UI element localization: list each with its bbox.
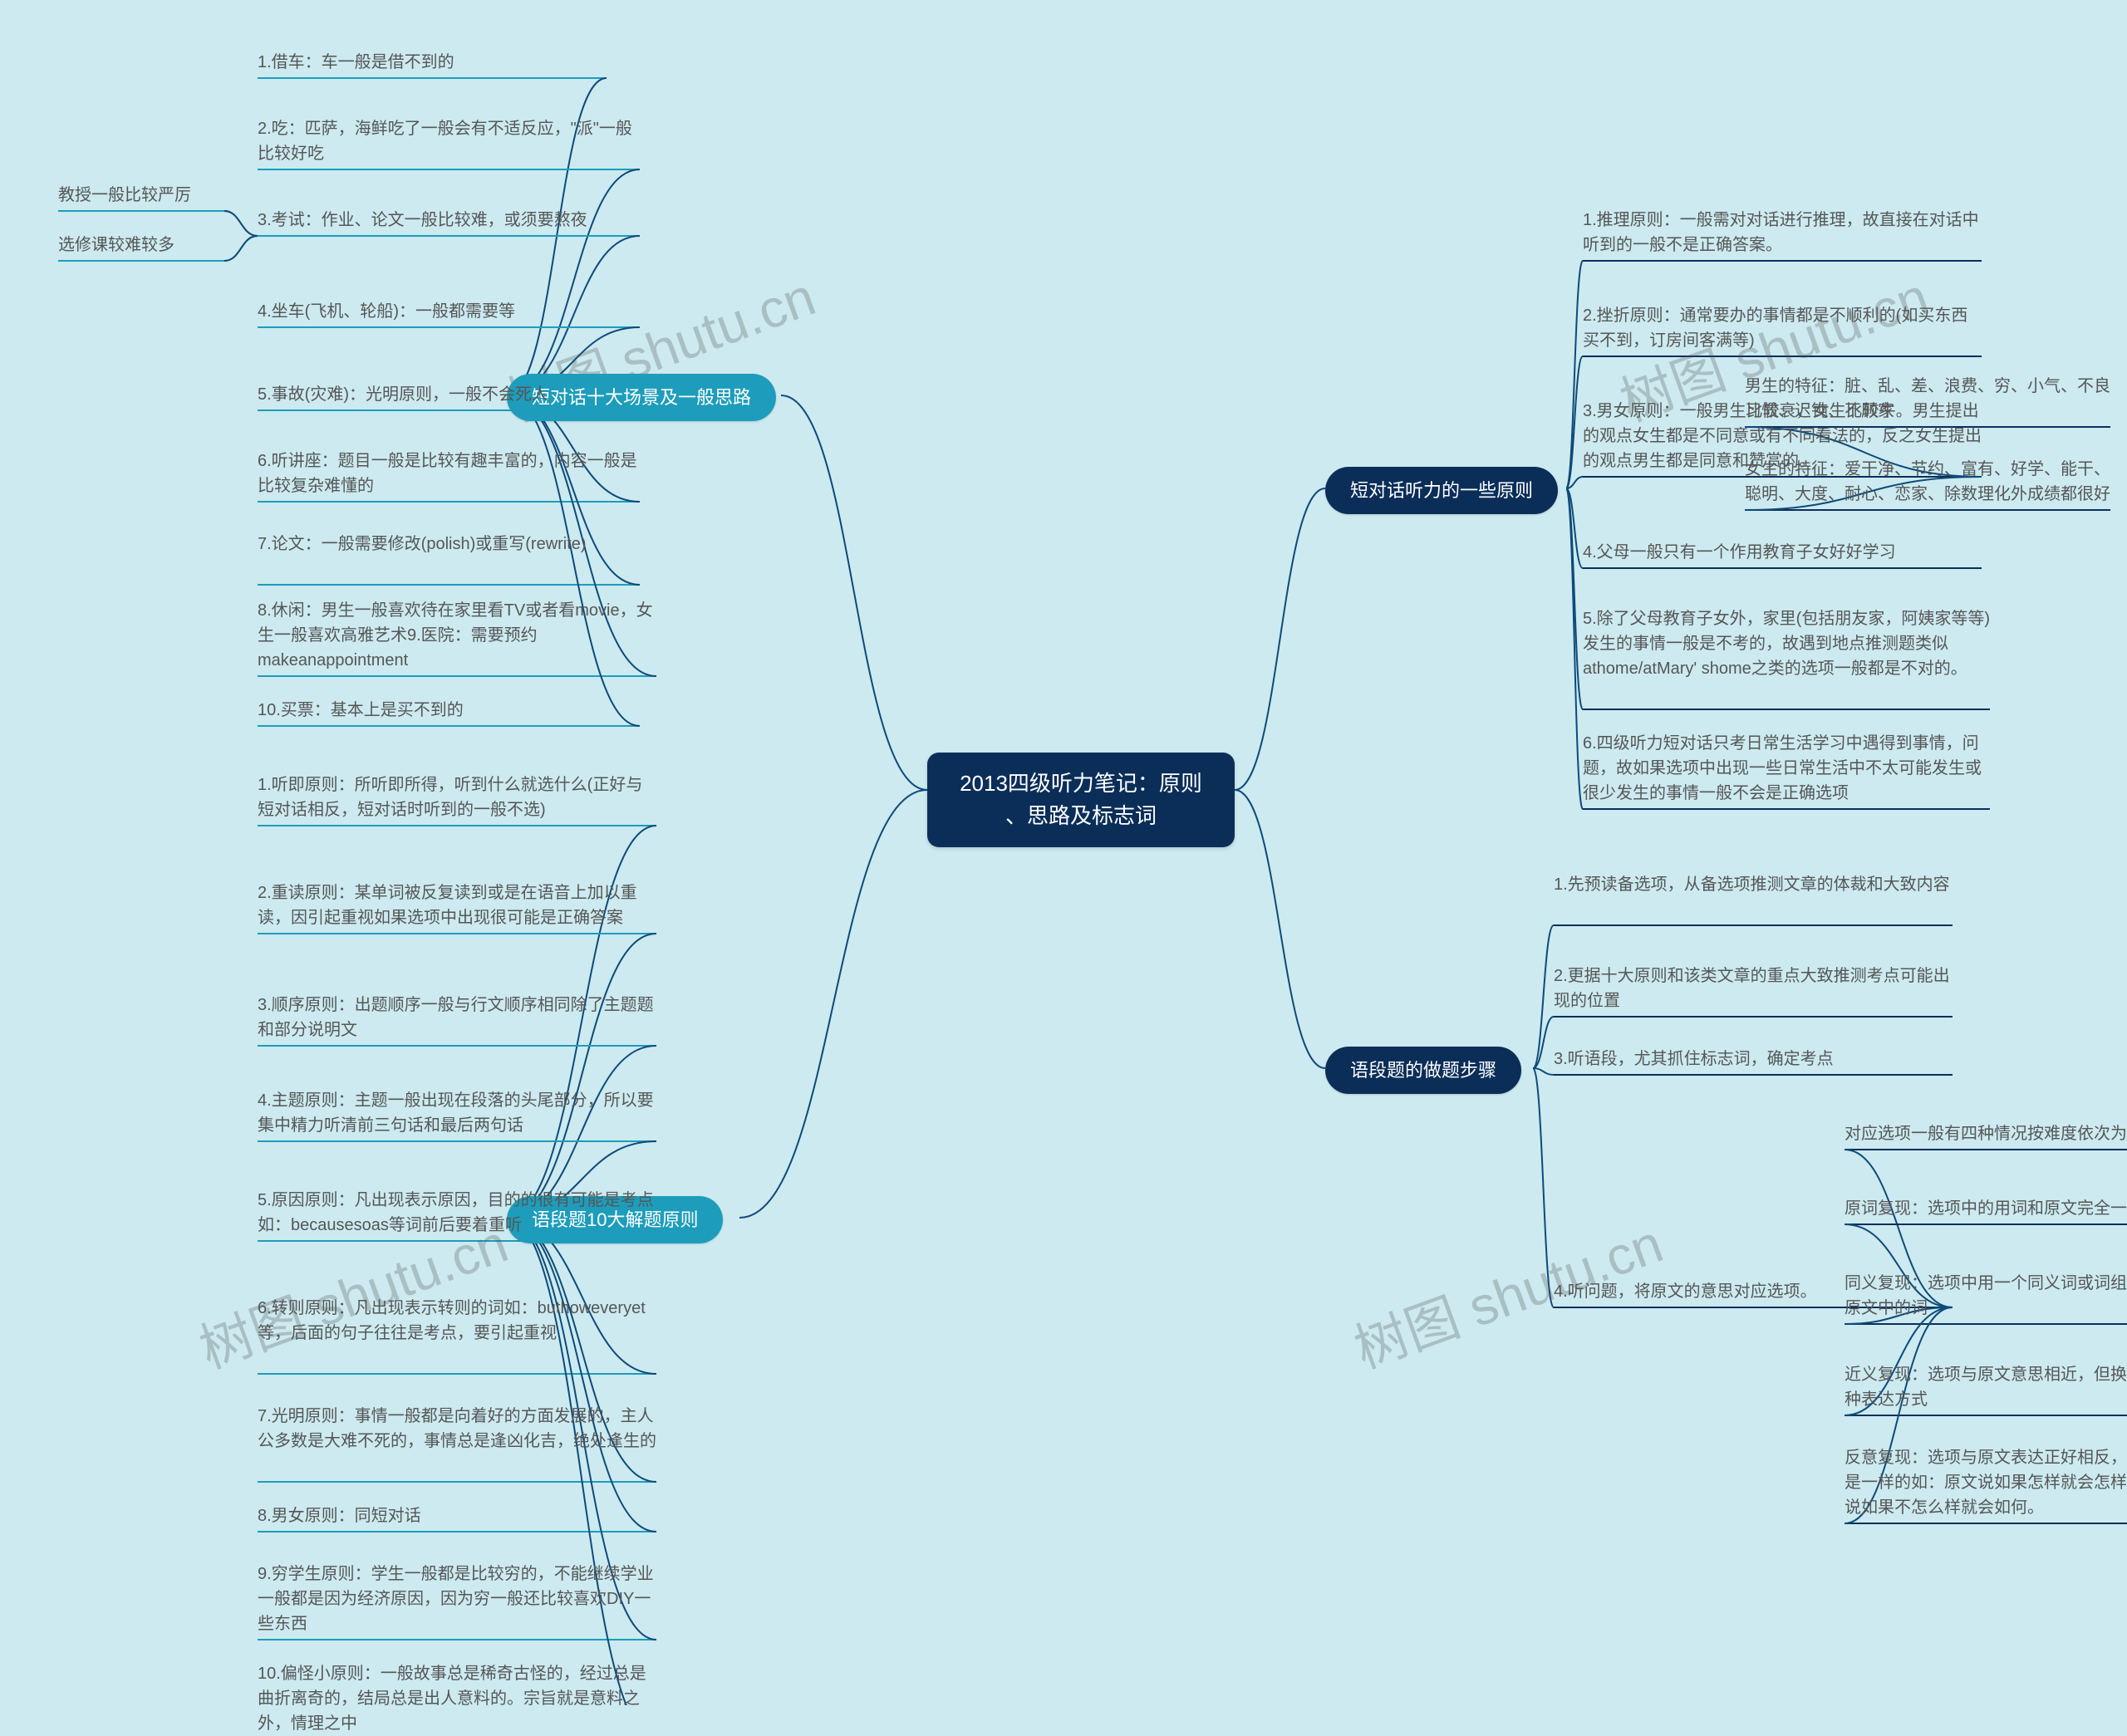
leaf-node: 10.买票：基本上是买不到的 [258, 698, 640, 723]
leaf-node: 1.推理原则：一般需对对话进行推理，故直接在对话中听到的一般不是正确答案。 [1583, 208, 1982, 257]
leaf-node: 2.重读原则：某单词被反复读到或是在语音上加以重读，因引起重视如果选项中出现很可… [258, 880, 656, 930]
leaf-node: 教授一般比较严厉 [58, 183, 224, 208]
leaf-node: 3.听语段，尤其抓住标志词，确定考点 [1554, 1047, 1953, 1072]
leaf-node: 3.顺序原则：出题顺序一般与行文顺序相同除了主题题和部分说明文 [258, 993, 656, 1042]
leaf-node: 7.论文：一般需要修改(polish)或重写(rewrite) [258, 532, 640, 557]
leaf-node: 女生的特征：爱干净、节约、富有、好学、能干、聪明、大度、耐心、恋家、除数理化外成… [1745, 457, 2110, 507]
leaf-node: 2.挫折原则：通常要办的事情都是不顺利的(如买东西买不到，订房间客满等) [1583, 303, 1982, 353]
leaf-node: 1.借车：车一般是借不到的 [258, 50, 607, 75]
leaf-node: 1.听即原则：所听即所得，听到什么就选什么(正好与短对话相反，短对话时听到的一般… [258, 772, 656, 822]
leaf-node: 原词复现：选项中的用词和原文完全一样 [1845, 1196, 2127, 1221]
leaf-node: 同义复现：选项中用一个同义词或词组替换原文中的词 [1845, 1271, 2127, 1321]
leaf-node: 6.转则原则：凡出现表示转则的词如：buthoweveryet等，后面的句子往往… [258, 1296, 656, 1346]
leaf-node: 6.四级听力短对话只考日常生活学习中遇得到事情，问题，故如果选项中出现一些日常生… [1583, 731, 1990, 806]
leaf-node: 3.考试：作业、论文一般比较难，或须要熬夜 [258, 208, 640, 233]
leaf-node: 4.坐车(飞机、轮船)：一般都需要等 [258, 299, 640, 324]
leaf-node: 反意复现：选项与原文表达正好相反，但意思是一样的如：原文说如果怎样就会怎样，选项… [1845, 1445, 2127, 1520]
leaf-node: 1.先预读备选项，从备选项推测文章的体裁和大致内容 [1554, 872, 1953, 897]
leaf-node: 5.除了父母教育子女外，家里(包括朋友家，阿姨家等等)发生的事情一般是不考的，故… [1583, 606, 1990, 681]
leaf-node: 7.光明原则：事情一般都是向着好的方面发展的，主人公多数是大难不死的，事情总是逢… [258, 1404, 656, 1454]
leaf-node: 10.偏怪小原则：一般故事总是稀奇古怪的，经过总是曲折离奇的，结局总是出人意料的… [258, 1661, 656, 1736]
leaf-node: 近义复现：选项与原文意思相近，但换了一种表达方式 [1845, 1362, 2127, 1412]
leaf-node: 2.更据十大原则和该类文章的重点大致推测考点可能出现的位置 [1554, 964, 1953, 1013]
leaf-node: 选修课较难较多 [58, 233, 224, 257]
leaf-node: 8.男女原则：同短对话 [258, 1503, 656, 1528]
leaf-node: 对应选项一般有四种情况按难度依次为 [1845, 1121, 2127, 1146]
center-node: 2013四级听力笔记：原则 、思路及标志词 [927, 753, 1235, 847]
leaf-node: 4.主题原则：主题一般出现在段落的头尾部分，所以要集中精力听清前三句话和最后两句… [258, 1088, 656, 1138]
leaf-node: 5.原因原则：凡出现表示原因，目的的很有可能是考点如：becausesoas等词… [258, 1188, 656, 1238]
branch-node: 短对话听力的一些原则 [1325, 467, 1558, 514]
leaf-node: 4.父母一般只有一个作用教育子女好好学习 [1583, 540, 1982, 565]
leaf-node: 5.事故(灾难)：光明原则，一般不会死人 [258, 382, 640, 407]
leaf-node: 9.穷学生原则：学生一般都是比较穷的，不能继续学业一般都是因为经济原因，因为穷一… [258, 1562, 656, 1636]
branch-node: 语段题的做题步骤 [1325, 1047, 1521, 1094]
leaf-node: 6.听讲座：题目一般是比较有趣丰富的，内容一般是比较复杂难懂的 [258, 449, 640, 498]
leaf-node: 2.吃：匹萨，海鲜吃了一般会有不适反应，"派"一般比较好吃 [258, 116, 640, 166]
leaf-node: 男生的特征：脏、乱、差、浪费、穷、小气、不良习惯、迟钝、不顾家 [1745, 374, 2110, 424]
leaf-node: 8.休闲：男生一般喜欢待在家里看TV或者看movie，女生一般喜欢高雅艺术9.医… [258, 598, 656, 673]
